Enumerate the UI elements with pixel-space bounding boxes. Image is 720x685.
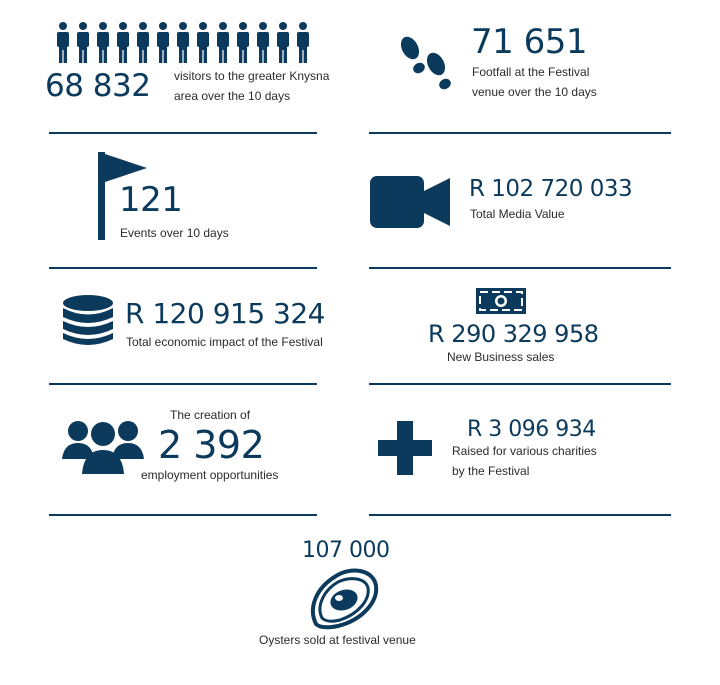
sales-label: New Business sales	[447, 350, 555, 364]
events-label: Events over 10 days	[120, 226, 229, 240]
divider	[49, 267, 317, 269]
economic-label: Total economic impact of the Festival	[126, 335, 323, 349]
oysters-block: 107 000 Oysters sold at festival venue	[250, 538, 470, 658]
divider	[49, 514, 317, 516]
employment-value: 2 392	[158, 423, 265, 467]
events-value: 121	[119, 180, 183, 220]
divider	[369, 383, 671, 385]
media-label: Total Media Value	[470, 207, 565, 221]
plus-icon	[378, 421, 432, 475]
charities-label-line2: by the Festival	[452, 464, 530, 478]
footfall-value: 71 651	[471, 22, 587, 62]
oysters-label: Oysters sold at festival venue	[259, 633, 416, 647]
footfall-label-line1: Footfall at the Festival	[472, 65, 590, 79]
visitors-value: 68 832	[45, 68, 151, 104]
media-value: R 102 720 033	[469, 176, 633, 202]
sales-block: R 290 329 958 New Business sales	[420, 288, 660, 368]
divider	[369, 267, 671, 269]
media-block: R 102 720 033 Total Media Value	[370, 160, 670, 240]
divider	[49, 383, 317, 385]
footprints-icon	[400, 36, 451, 90]
visitors-block: 68 832 visitors to the greater Knysna ar…	[45, 18, 345, 118]
events-block: 121 Events over 10 days	[95, 150, 335, 250]
sales-value: R 290 329 958	[428, 320, 599, 348]
database-icon	[63, 295, 113, 345]
people-row-icon	[57, 22, 309, 63]
group-icon	[62, 421, 144, 474]
visitors-label-line2: area over the 10 days	[174, 89, 291, 103]
economic-value: R 120 915 324	[125, 297, 326, 330]
visitors-label-line1: visitors to the greater Knysna	[174, 69, 330, 83]
economic-block: R 120 915 324 Total economic impact of t…	[62, 295, 342, 355]
divider	[369, 514, 671, 516]
charities-value: R 3 096 934	[467, 417, 596, 442]
charities-label-line1: Raised for various charities	[452, 444, 597, 458]
charities-block: R 3 096 934 Raised for various charities…	[378, 415, 678, 495]
employment-label: employment opportunities	[141, 468, 279, 482]
divider	[49, 132, 317, 134]
banknote-icon	[476, 288, 526, 314]
employment-prefix: The creation of	[170, 408, 251, 422]
footfall-block: 71 651 Footfall at the Festival venue ov…	[395, 18, 695, 118]
employment-block: The creation of 2 392 employment opportu…	[62, 405, 342, 495]
flag-icon	[98, 152, 147, 240]
oysters-value: 107 000	[302, 538, 390, 563]
divider	[369, 132, 671, 134]
footfall-label-line2: venue over the 10 days	[472, 85, 597, 99]
oyster-icon	[310, 568, 379, 630]
video-camera-icon	[370, 176, 450, 228]
